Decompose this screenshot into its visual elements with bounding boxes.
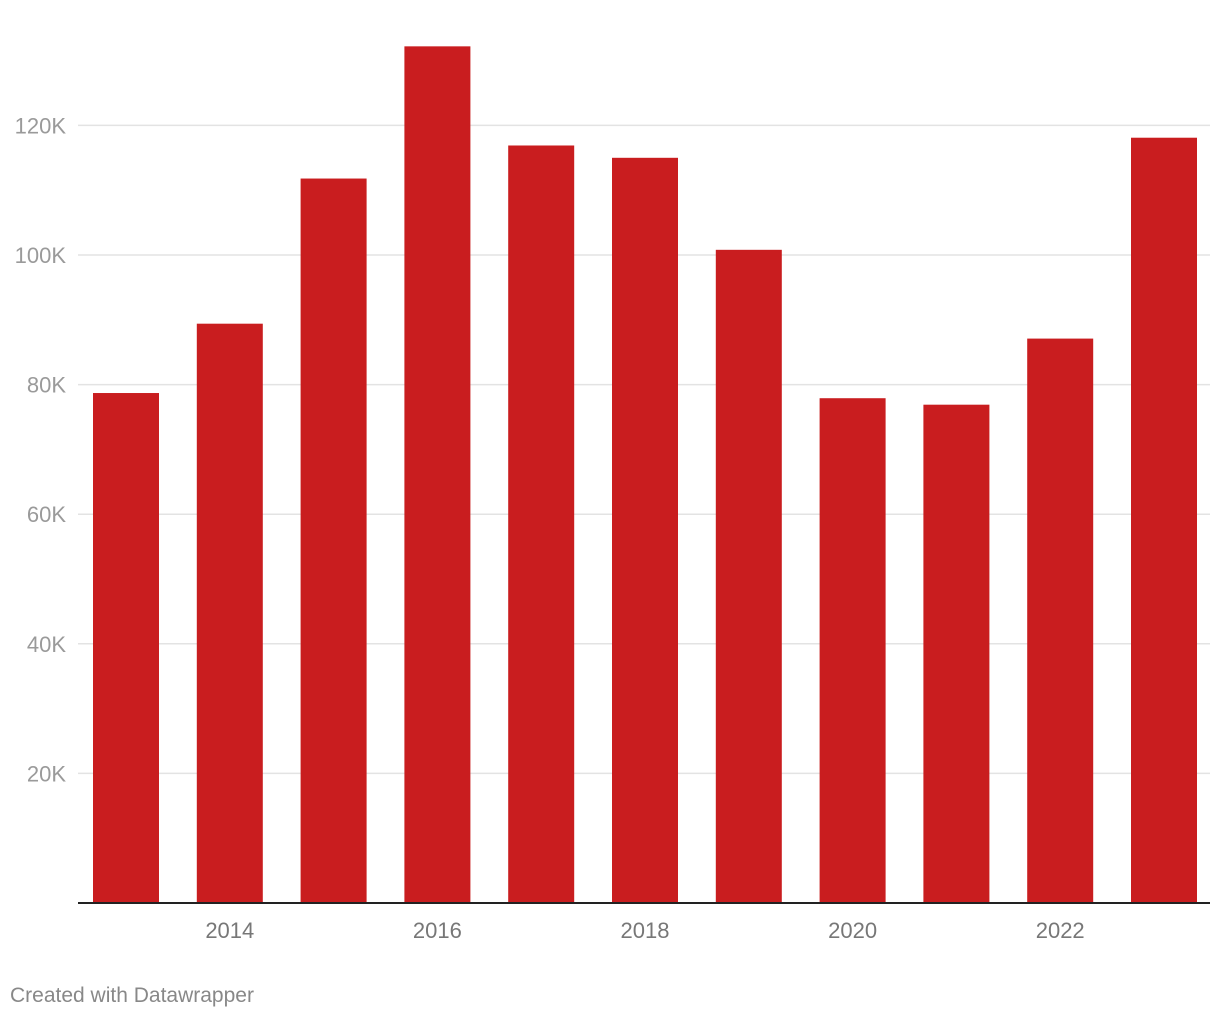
x-axis-tick-labels: 2014 2016 2018 2020 2022 (205, 918, 1084, 943)
bar-2020[interactable] (819, 398, 886, 903)
y-tick-label: 60K (27, 502, 66, 527)
y-tick-label: 40K (27, 632, 66, 657)
bar-2019[interactable] (715, 249, 782, 904)
x-tick-label: 2018 (621, 918, 670, 943)
bar-2017[interactable] (508, 145, 575, 903)
y-tick-label: 100K (15, 243, 67, 268)
bar-2013[interactable] (93, 393, 159, 903)
bar-2016[interactable] (404, 46, 471, 904)
y-axis-tick-labels: 20K 40K 60K 80K 100K 120K (15, 113, 67, 786)
bar-2014[interactable] (196, 323, 263, 903)
x-tick-label: 2020 (828, 918, 877, 943)
bar-2022[interactable] (1027, 338, 1094, 903)
bar-2015[interactable] (300, 178, 367, 903)
bar-2023[interactable] (1131, 137, 1197, 903)
y-tick-label: 120K (15, 113, 67, 138)
y-tick-label: 20K (27, 761, 66, 786)
bar-2018[interactable] (612, 157, 678, 904)
x-tick-label: 2014 (205, 918, 254, 943)
x-tick-label: 2016 (413, 918, 462, 943)
x-tick-label: 2022 (1036, 918, 1085, 943)
y-tick-label: 80K (27, 373, 66, 398)
bars (93, 46, 1197, 904)
datawrapper-credit[interactable]: Created with Datawrapper (10, 984, 254, 1007)
bar-2021[interactable] (923, 404, 990, 903)
